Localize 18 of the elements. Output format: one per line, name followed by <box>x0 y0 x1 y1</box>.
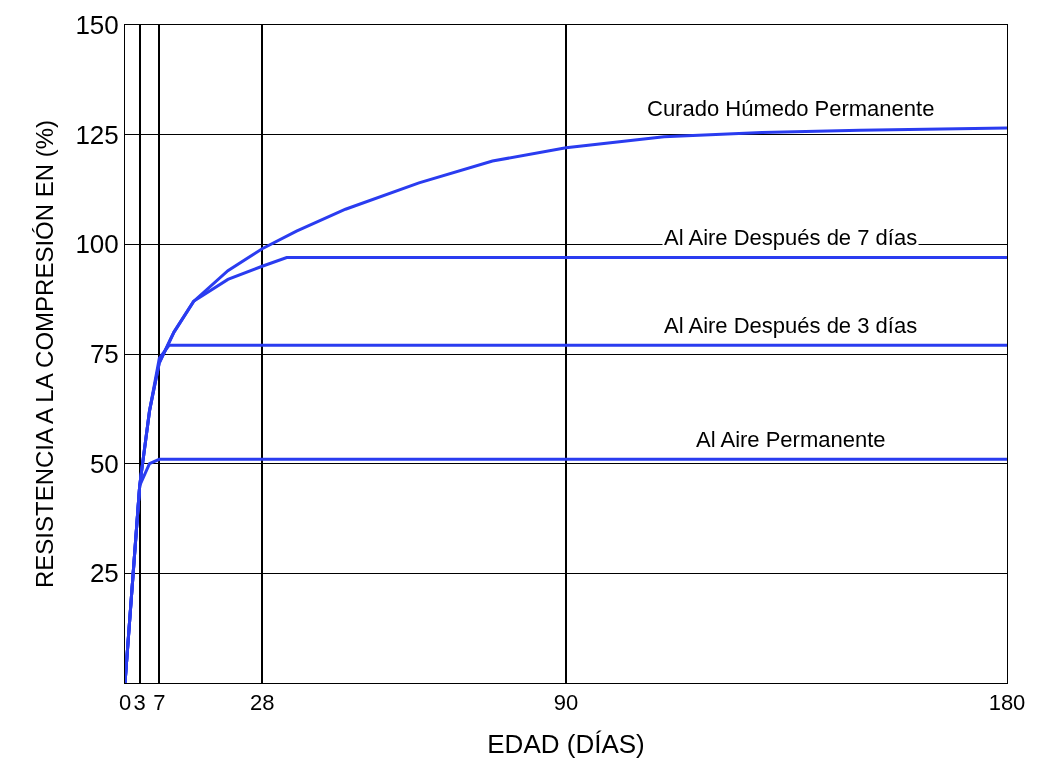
y-tick-label: 125 <box>75 119 119 150</box>
y-tick-label: 25 <box>89 558 119 589</box>
x-tick-label: 90 <box>553 690 579 716</box>
series-label: Al Aire Permanente <box>696 427 886 452</box>
x-tick-label: 180 <box>988 690 1026 716</box>
x-tick-label: 0 <box>118 690 132 716</box>
series-label: Al Aire Después de 3 días <box>664 313 918 338</box>
series-label: Al Aire Después de 7 días <box>664 225 918 250</box>
x-tick-label: 7 <box>153 690 166 716</box>
y-tick-label: 75 <box>89 339 119 370</box>
series-label: Curado Húmedo Permanente <box>647 96 935 121</box>
y-tick-label: 150 <box>75 10 119 41</box>
y-axis-title: RESISTENCIA A LA COMPRESIÓN EN (%) <box>30 119 58 589</box>
x-tick-label: 28 <box>249 690 275 716</box>
y-tick-label: 50 <box>89 448 119 479</box>
x-axis-title: EDAD (DÍAS) <box>487 729 645 760</box>
x-tick-label: 3 <box>133 690 146 716</box>
y-tick-label: 100 <box>75 229 119 260</box>
